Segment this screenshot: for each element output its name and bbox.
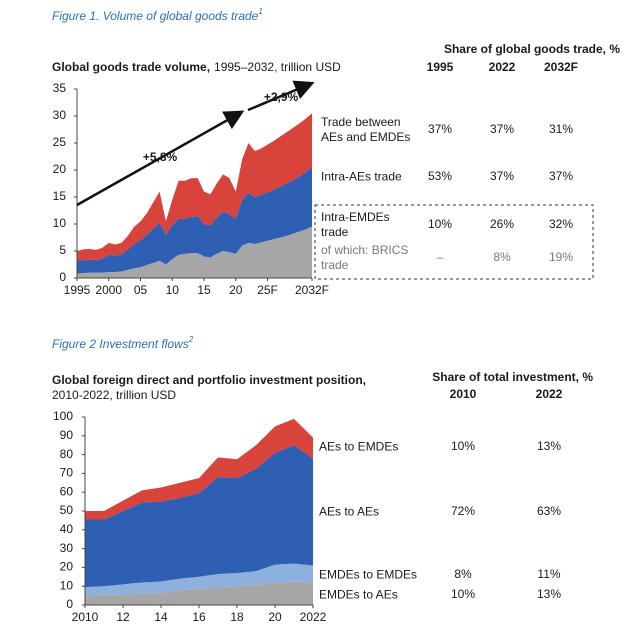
x-tick-label: 05 [134, 283, 148, 297]
table-cell: 13% [537, 439, 561, 453]
x-tick-label: 15 [197, 283, 211, 297]
row-label: Intra-AEs trade [321, 169, 402, 184]
x-tick-label: 2000 [95, 283, 122, 297]
area [77, 226, 312, 278]
figure-title: Figure 2 Investment flows2 [52, 335, 194, 351]
table-cell: 72% [451, 504, 475, 518]
y-tick-label: 10 [60, 578, 74, 592]
y-tick-label: 0 [66, 597, 73, 611]
y-tick-label: 50 [60, 503, 74, 517]
y-tick-label: 30 [53, 108, 67, 122]
x-tick-label: 16 [192, 610, 206, 624]
area [85, 563, 313, 596]
x-tick-label: 25F [257, 283, 278, 297]
chart-title-bold: Global goods trade volume, [52, 60, 210, 74]
chart-title: Global foreign direct and portfolio inve… [52, 373, 366, 387]
x-tick-label: 14 [154, 610, 168, 624]
y-tick-label: 25 [53, 135, 67, 149]
table-column: 2022 [536, 387, 563, 401]
table-cell: 13% [537, 587, 561, 601]
y-tick-label: 30 [60, 541, 74, 555]
table-cell: – [437, 250, 444, 264]
y-tick-label: 0 [59, 270, 66, 284]
table-cell: 37% [490, 169, 514, 183]
y-tick-label: 60 [60, 484, 74, 498]
row-label: EMDEs to EMDEs [319, 567, 418, 582]
y-tick-label: 40 [60, 522, 74, 536]
table-cell: 10% [451, 587, 475, 601]
x-tick-label: 12 [116, 610, 130, 624]
x-tick-label: 20 [229, 283, 243, 297]
table-column: 2032F [544, 60, 578, 74]
area [85, 581, 313, 605]
y-tick-label: 100 [53, 409, 73, 423]
figure-title-text: Figure 2 Investment flows [52, 337, 189, 351]
y-tick-label: 5 [59, 243, 66, 257]
x-tick-label: 2022 [300, 610, 327, 624]
annotation: +2,9% [264, 90, 299, 104]
table-cell: 37% [490, 122, 514, 136]
y-tick-label: 10 [53, 216, 67, 230]
row-label: AEs to EMDEs [319, 439, 399, 454]
area [85, 445, 313, 588]
y-tick-label: 35 [53, 81, 67, 95]
x-tick-label: 10 [166, 283, 180, 297]
y-tick-label: 90 [60, 428, 74, 442]
table-cell: 8% [454, 567, 472, 581]
table-cell: 31% [549, 122, 573, 136]
table-cell: 8% [493, 250, 511, 264]
figure-title: Figure 1. Volume of global goods trade1 [52, 7, 263, 23]
x-tick-label: 2010 [72, 610, 99, 624]
y-tick-label: 70 [60, 466, 74, 480]
highlight-box [314, 204, 594, 280]
table-cell: 53% [428, 169, 452, 183]
table-title: Share of global goods trade, % [444, 42, 620, 56]
row-label: Intra-EMDEs trade [321, 210, 390, 239]
table-cell: 26% [490, 217, 514, 231]
figure-title-text: Figure 1. Volume of global goods trade [52, 9, 259, 23]
x-tick-label: 20 [268, 610, 282, 624]
x-tick-label: 1995 [64, 283, 91, 297]
area [77, 113, 312, 261]
chart-title-bold: Global foreign direct and portfolio inve… [52, 373, 366, 387]
row-label: AEs to AEs [319, 504, 380, 519]
table-column: 1995 [427, 60, 454, 74]
y-tick-label: 20 [53, 162, 67, 176]
annotation-arrow [247, 80, 315, 112]
table-column: 2010 [450, 387, 477, 401]
y-tick-label: 20 [60, 560, 74, 574]
table-column: 2022 [489, 60, 516, 74]
chart-subtitle: 2010-2022, trillion USD [52, 388, 176, 402]
table-cell: 37% [549, 169, 573, 183]
table-cell: 32% [549, 217, 573, 231]
table-cell: 63% [537, 504, 561, 518]
row-label: EMDEs to AEs [319, 587, 398, 602]
chart-title: Global goods trade volume, 1995–2032, tri… [52, 60, 341, 74]
area [85, 418, 313, 520]
y-tick-label: 15 [53, 189, 67, 203]
table-cell: 10% [451, 439, 475, 453]
row-label: Trade between AEs and EMDEs [321, 115, 411, 144]
chart-subtitle: 1995–2032, trillion USD [214, 60, 341, 74]
area [77, 167, 312, 274]
y-tick-label: 80 [60, 447, 74, 461]
row-label: of which: BRICS trade [321, 243, 409, 272]
x-tick-label: 2032F [295, 283, 329, 297]
x-tick-label: 18 [230, 610, 244, 624]
annotation: +5,8% [143, 150, 178, 164]
table-cell: 10% [428, 217, 452, 231]
table-cell: 19% [549, 250, 573, 264]
figure-note: 1 [258, 7, 262, 16]
table-title: Share of total investment, % [432, 370, 593, 384]
table-cell: 11% [537, 567, 560, 581]
annotation-arrow [76, 110, 245, 207]
figure-note: 2 [188, 335, 194, 344]
table-cell: 37% [428, 122, 452, 136]
